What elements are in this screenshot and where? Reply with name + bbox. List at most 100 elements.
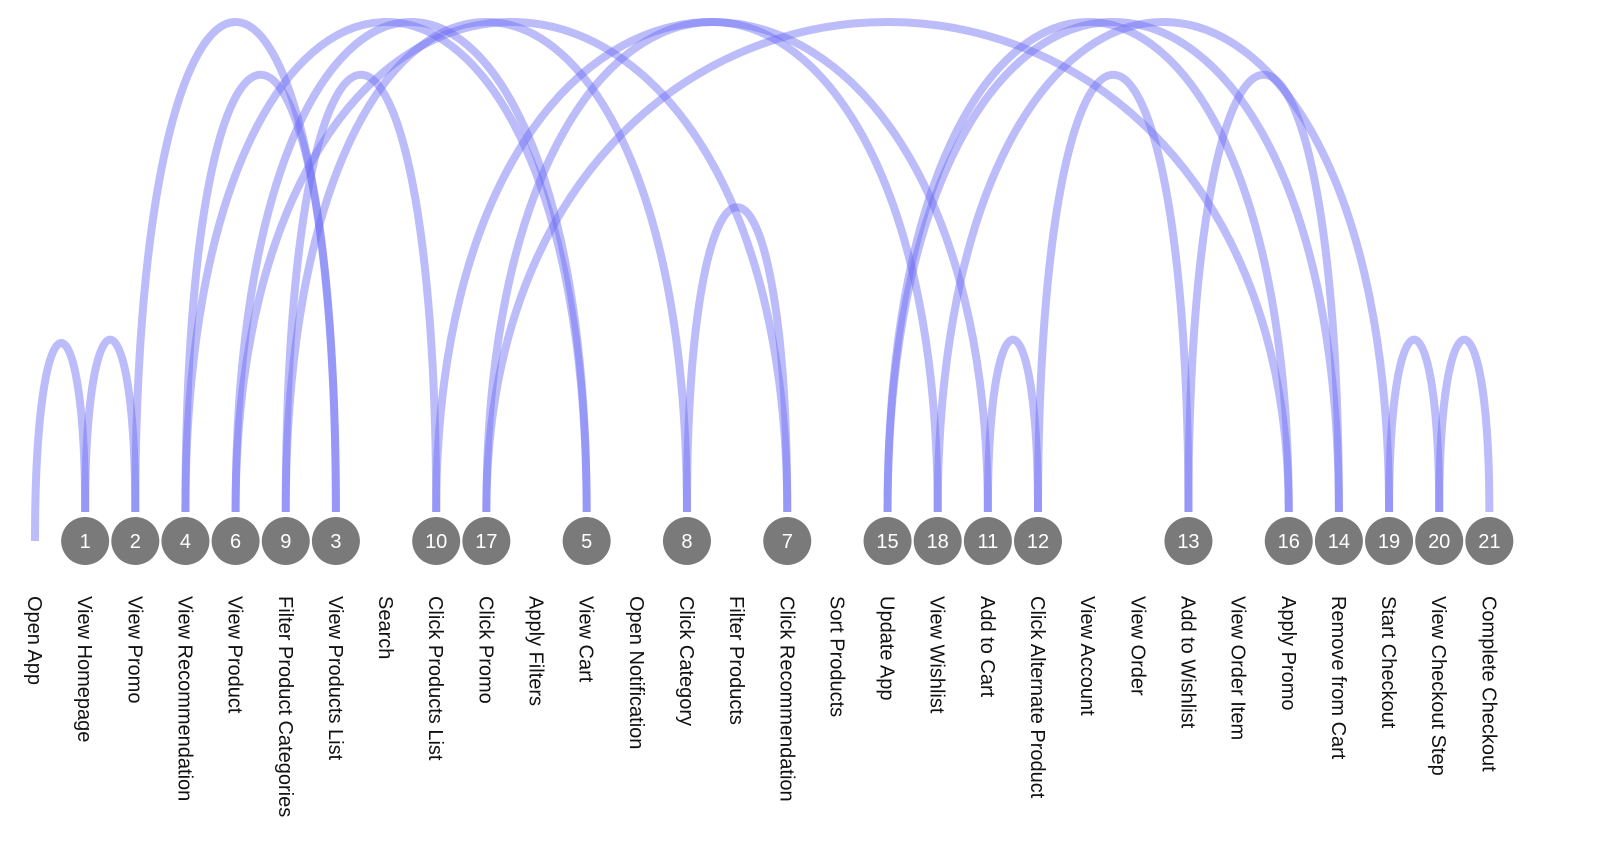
step-label: Click Category <box>675 596 697 726</box>
transition-arc <box>482 18 942 513</box>
transition-arc <box>281 18 691 513</box>
step-node: 15 <box>863 517 912 565</box>
transition-arc <box>181 71 340 513</box>
step-order-number: 1 <box>80 531 91 553</box>
step-label: Filter Product Categories <box>274 596 296 817</box>
step-order-number: 16 <box>1278 531 1300 553</box>
step-node-circle <box>311 517 360 565</box>
step-label: Open Notification <box>625 596 647 749</box>
step-label: Complete Checkout <box>1477 596 1499 772</box>
transition-arc <box>933 18 1394 513</box>
transition-arc <box>281 71 441 513</box>
step-node: 14 <box>1314 517 1363 565</box>
step-label: View Order Item <box>1227 596 1249 740</box>
step-label: View Order <box>1126 596 1148 696</box>
step-order-number: 9 <box>280 531 291 553</box>
step-order-number: 13 <box>1177 531 1199 553</box>
transition-arc <box>231 18 591 513</box>
step-order-number: 2 <box>130 531 141 553</box>
step-label: View Recommendation <box>173 596 195 801</box>
step-node-circle <box>662 517 711 565</box>
transition-arc <box>31 339 90 542</box>
transition-arc <box>983 335 1042 513</box>
step-node: 16 <box>1264 517 1313 565</box>
step-order-number: 17 <box>475 531 497 553</box>
step-node-circle <box>462 517 511 565</box>
step-node: 20 <box>1415 517 1464 565</box>
step-order-number: 19 <box>1378 531 1400 553</box>
step-node: 18 <box>913 517 962 565</box>
step-label: View Checkout Step <box>1427 596 1449 776</box>
step-label: Click Recommendation <box>775 596 797 802</box>
step-label: Search <box>374 596 396 659</box>
step-node: 10 <box>412 517 461 565</box>
step-order-number: 7 <box>782 531 793 553</box>
step-order-number: 14 <box>1328 531 1350 553</box>
step-label: Apply Filters <box>525 596 547 706</box>
step-order-number: 11 <box>977 531 998 553</box>
step-label: Click Products List <box>424 596 446 761</box>
step-order-number: 10 <box>425 531 447 553</box>
step-node: 17 <box>462 517 511 565</box>
step-node-circle <box>562 517 611 565</box>
step-label: Remove from Cart <box>1327 596 1349 760</box>
step-label: View Promo <box>123 596 145 703</box>
step-order-number: 21 <box>1478 531 1500 553</box>
step-node: 1 <box>61 517 110 565</box>
step-order-number: 20 <box>1428 531 1450 553</box>
step-node: 3 <box>311 517 360 565</box>
step-node: 12 <box>1014 517 1062 565</box>
step-label: Start Checkout <box>1377 596 1399 729</box>
step-node-circle <box>161 517 210 565</box>
step-node: 4 <box>161 517 210 565</box>
step-order-number: 18 <box>927 531 949 553</box>
step-label: Apply Promo <box>1277 596 1299 711</box>
step-node: 19 <box>1365 517 1414 565</box>
step-label: View Product <box>224 596 246 714</box>
step-order-number: 6 <box>230 531 241 553</box>
transition-arc <box>482 18 1293 513</box>
step-node-circle <box>261 517 310 565</box>
step-node: 21 <box>1465 517 1514 565</box>
transition-arc <box>432 18 992 513</box>
step-node-circle <box>111 517 160 565</box>
step-node-circle <box>61 517 110 565</box>
step-order-number: 3 <box>330 531 341 553</box>
step-label: View Account <box>1076 596 1098 716</box>
step-label: Click Alternate Product <box>1026 596 1048 799</box>
step-node-circle <box>763 517 812 565</box>
transition-arc <box>131 18 340 513</box>
step-label: View Wishlist <box>926 596 948 714</box>
step-label: View Cart <box>575 596 597 683</box>
step-label: View Homepage <box>73 596 95 742</box>
step-node-circle <box>1314 517 1363 565</box>
step-node: 7 <box>763 517 812 565</box>
step-order-number: 5 <box>581 531 592 553</box>
transition-arc <box>1435 335 1494 513</box>
step-node: 13 <box>1164 517 1213 565</box>
transition-arc <box>231 18 792 513</box>
transition-arc <box>883 18 1293 513</box>
step-node: 6 <box>211 517 260 565</box>
step-node-circle <box>1465 517 1514 565</box>
transition-arc <box>682 203 792 513</box>
transition-arc <box>81 335 140 513</box>
transition-arc <box>883 18 1343 513</box>
step-node-circle <box>1164 517 1213 565</box>
step-node: 11 <box>963 517 1012 565</box>
step-node-circle <box>211 517 260 565</box>
step-label: Filter Products <box>725 596 747 725</box>
step-order-number: 12 <box>1027 531 1049 553</box>
step-node-circle <box>412 517 461 565</box>
step-node: 5 <box>562 517 611 565</box>
step-node-circle <box>963 517 1012 565</box>
step-label: Add to Wishlist <box>1176 596 1198 729</box>
step-node: 9 <box>261 517 310 565</box>
transition-arc <box>1385 335 1444 513</box>
step-order-number: 15 <box>876 531 898 553</box>
step-order-number: 4 <box>180 531 191 553</box>
step-label: Update App <box>876 596 898 701</box>
step-label: Add to Cart <box>976 596 998 698</box>
step-node-circle <box>1415 517 1464 565</box>
